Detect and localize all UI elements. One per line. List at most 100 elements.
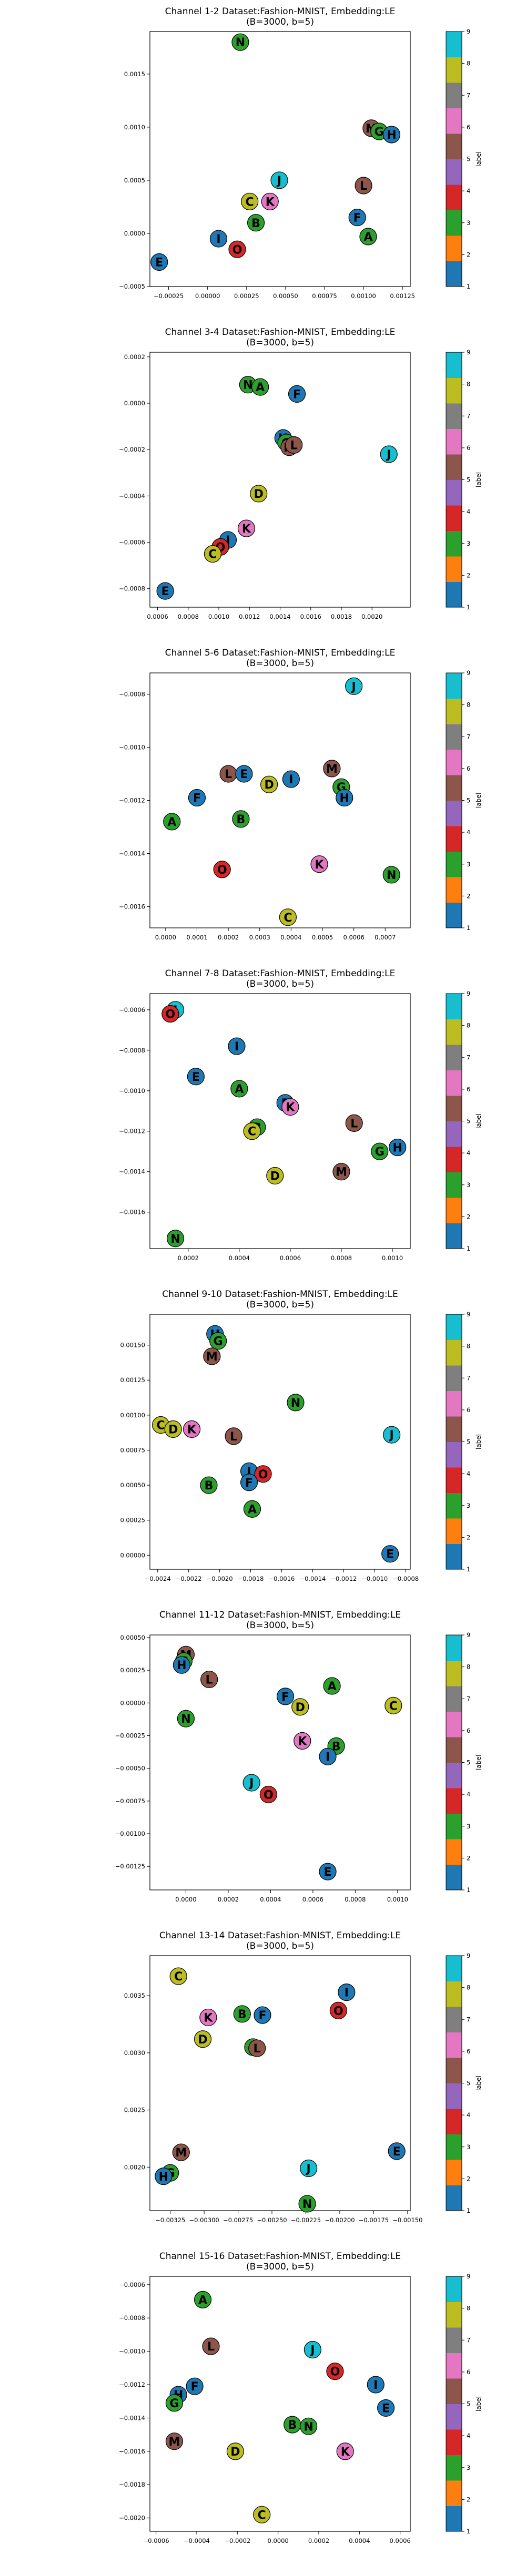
colorbar-tick-label: 9 xyxy=(467,1952,470,1959)
data-point xyxy=(367,2376,385,2394)
data-point-label: J xyxy=(248,1777,254,1790)
data-point xyxy=(165,2432,184,2450)
scatter-chart: Channel 5-6 Dataset:Fashion-MNIST, Embed… xyxy=(119,648,482,941)
data-point-label: A xyxy=(198,2294,207,2307)
colorbar-segment xyxy=(446,1788,462,1814)
colorbar-tick-label: 9 xyxy=(467,990,470,997)
data-point xyxy=(187,1068,205,1086)
x-tick-label: 0.00000 xyxy=(195,292,220,300)
colorbar-tick-label: 6 xyxy=(467,2048,470,2055)
colorbar-segment xyxy=(446,1660,462,1686)
y-tick-label: −0.0010 xyxy=(119,743,145,751)
data-point xyxy=(348,209,366,227)
data-point-label: C xyxy=(208,548,217,561)
data-point-label: M xyxy=(206,1351,218,1364)
colorbar-tick-label: 2 xyxy=(467,2496,470,2503)
colorbar-tick-label: 6 xyxy=(467,124,470,131)
colorbar-tick-label: 6 xyxy=(467,1406,470,1414)
chart-subtitle: (B=3000, b=5) xyxy=(246,979,314,989)
colorbar-segment xyxy=(446,57,462,83)
data-point xyxy=(287,1394,305,1412)
data-point-label: J xyxy=(309,2344,315,2357)
scatter-chart: Channel 9-10 Dataset:Fashion-MNIST, Embe… xyxy=(120,1289,482,1582)
y-tick-label: −0.0014 xyxy=(119,1168,145,1175)
data-point-label: B xyxy=(237,813,246,826)
colorbar-tick-label: 9 xyxy=(467,669,470,677)
x-tick-label: 0.00050 xyxy=(273,292,298,300)
data-point xyxy=(266,1167,284,1185)
x-tick-label: −0.0002 xyxy=(224,2537,250,2544)
data-point-label: K xyxy=(204,2011,213,2025)
data-point xyxy=(345,1114,363,1132)
data-point-label: B xyxy=(332,1740,341,1753)
colorbar-segment xyxy=(446,1864,462,1890)
data-point-label: I xyxy=(216,233,220,246)
scatter-chart: Channel 15-16 Dataset:Fashion-MNIST, Emb… xyxy=(119,2251,482,2544)
colorbar-segment xyxy=(446,377,462,404)
x-tick-label: −0.0022 xyxy=(176,1575,202,1582)
chart-subtitle: (B=3000, b=5) xyxy=(246,1300,314,1310)
x-tick-label: −0.0016 xyxy=(269,1575,295,1582)
colorbar-segment xyxy=(446,851,462,877)
data-point-label: O xyxy=(330,2366,340,2379)
data-point xyxy=(326,2363,344,2380)
x-tick-label: −0.00175 xyxy=(359,2216,389,2224)
colorbar-segment xyxy=(446,2455,462,2481)
colorbar-tick-label: 9 xyxy=(467,28,470,35)
colorbar-tick-label: 3 xyxy=(467,1502,470,1509)
colorbar-segment xyxy=(446,1518,462,1544)
colorbar-segment xyxy=(446,1172,462,1198)
data-point xyxy=(282,770,300,788)
data-point xyxy=(377,2399,395,2417)
data-point xyxy=(254,1465,272,1483)
data-point-label: O xyxy=(333,2005,343,2018)
data-point-label: C xyxy=(246,196,254,209)
chart-panel: Channel 11-12 Dataset:Fashion-MNIST, Emb… xyxy=(0,1606,526,1927)
y-tick-label: 0.0035 xyxy=(124,1992,145,1999)
scatter-chart: Channel 1-2 Dataset:Fashion-MNIST, Embed… xyxy=(119,6,482,300)
y-tick-label: 0.00125 xyxy=(120,1376,145,1384)
colorbar-segment xyxy=(446,505,462,531)
data-point xyxy=(259,1785,277,1804)
chart-title: Channel 15-16 Dataset:Fashion-MNIST, Emb… xyxy=(159,2251,401,2262)
data-point-label: G xyxy=(169,2397,179,2410)
colorbar-segment xyxy=(446,1121,462,1147)
data-point-label: F xyxy=(245,1477,253,1490)
colorbar-tick-label: 5 xyxy=(467,797,470,804)
data-point-label: K xyxy=(187,1424,197,1437)
data-point xyxy=(294,1732,311,1750)
x-tick-label: 0.0002 xyxy=(218,934,239,941)
colorbar-tick-label: 1 xyxy=(467,604,470,611)
colorbar-segment xyxy=(446,556,462,582)
data-point-label: N xyxy=(387,869,396,882)
y-tick-label: 0.00100 xyxy=(120,1412,145,1419)
x-tick-label: 0.0008 xyxy=(331,1254,352,1262)
colorbar-segment xyxy=(446,2083,462,2109)
data-point xyxy=(388,2142,406,2160)
y-tick-label: 0.0030 xyxy=(124,2049,145,2057)
x-tick-label: −0.0010 xyxy=(361,1575,388,1582)
data-point-label: C xyxy=(248,1126,256,1139)
y-tick-label: 0.0002 xyxy=(124,353,145,361)
data-point-label: C xyxy=(284,912,292,925)
colorbar-segment xyxy=(446,352,462,378)
colorbar-segment xyxy=(446,826,462,852)
colorbar-tick-label: 4 xyxy=(467,1149,470,1157)
data-point-label: F xyxy=(281,1691,289,1704)
x-tick-label: 0.0007 xyxy=(375,934,396,941)
data-point xyxy=(281,1098,299,1116)
data-point xyxy=(166,1230,185,1248)
colorbar-tick-label: 1 xyxy=(467,924,470,932)
y-tick-label: −0.0010 xyxy=(119,1087,145,1095)
scatter-chart: Channel 11-12 Dataset:Fashion-MNIST, Emb… xyxy=(115,1610,482,1903)
data-point xyxy=(250,485,268,503)
data-point-label: E xyxy=(324,1866,332,1879)
data-point-label: N xyxy=(302,2198,312,2211)
colorbar-segment xyxy=(446,428,462,455)
colorbar-tick-label: 7 xyxy=(467,1695,470,1702)
y-tick-label: −0.0005 xyxy=(119,283,145,290)
colorbar-segment xyxy=(446,800,462,826)
chart-title: Channel 3-4 Dataset:Fashion-MNIST, Embed… xyxy=(165,327,396,338)
colorbar-segment xyxy=(446,581,462,608)
data-point-label: K xyxy=(298,1735,307,1748)
